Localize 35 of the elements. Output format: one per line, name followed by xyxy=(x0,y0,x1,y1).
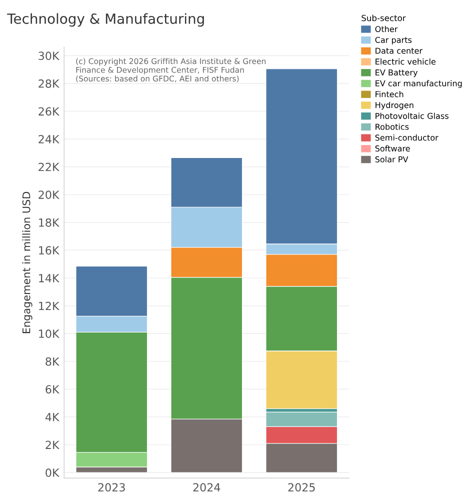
y-tick-label: 22K xyxy=(38,162,60,172)
x-tick-label: 2025 xyxy=(288,483,315,492)
y-tick-label: 0K xyxy=(46,468,60,477)
y-tick-label: 28K xyxy=(38,79,60,88)
legend-label: Data center xyxy=(376,48,423,54)
y-tick-label: 4K xyxy=(45,413,60,422)
legend-label: Robotics xyxy=(376,124,409,130)
y-tick-label: 12K xyxy=(39,302,60,310)
y-tick-label: 30K xyxy=(38,52,60,60)
legend-label: EV Battery xyxy=(376,70,418,78)
x-tick-label: 2024 xyxy=(193,483,220,492)
x-tick-label: 2023 xyxy=(98,483,125,492)
y-tick-label: 16K xyxy=(39,246,60,255)
legend-label: Hydrogen xyxy=(376,102,414,110)
y-tick-label: 6K xyxy=(46,385,60,394)
legend-label: Electric vehicle xyxy=(376,58,436,65)
legend-label: Fintech xyxy=(376,91,404,98)
legend-label: Other xyxy=(375,26,398,32)
legend-label: Car parts xyxy=(375,36,412,44)
y-tick-label: 10K xyxy=(39,330,60,338)
y-tick-label: 26K xyxy=(38,107,60,116)
legend-label: Semi-conductor xyxy=(375,134,438,141)
legend-label: EV car manufacturing xyxy=(376,80,462,88)
y-tick-label: 14K xyxy=(39,274,60,282)
y-tick-label: 18K xyxy=(39,218,60,227)
y-tick-label: 8K xyxy=(46,357,60,366)
legend-label: Solar PV xyxy=(375,156,408,162)
chart-title: Technology & Manufacturing xyxy=(7,13,204,27)
y-tick-label: 2K xyxy=(46,440,60,449)
y-tick-label: 24K xyxy=(38,134,60,144)
legend-title: Sub-sector xyxy=(362,14,406,22)
y-axis-title: Engagement in million USD xyxy=(22,192,32,334)
legend-label: Software xyxy=(375,145,410,152)
y-tick-label: 20K xyxy=(38,190,60,199)
legend-label: Photovoltaic Glass xyxy=(376,112,448,119)
